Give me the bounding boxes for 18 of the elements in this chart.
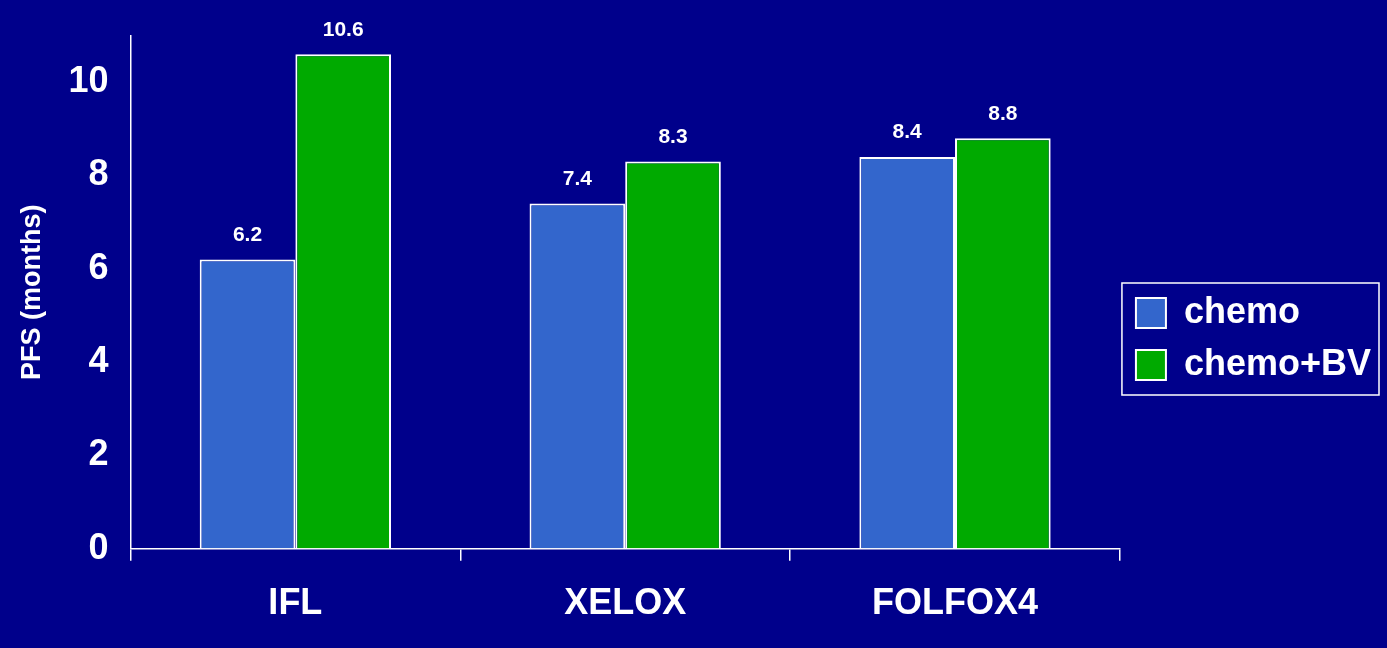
legend-label: chemo [1183, 289, 1300, 331]
y-tick-label: 0 [88, 525, 109, 567]
x-tick-label: FOLFOX4 [872, 581, 1039, 623]
y-tick-label: 10 [68, 59, 109, 101]
x-tick-label: XELOX [564, 581, 687, 623]
data-label: 10.6 [322, 16, 364, 40]
y-tick-label: 6 [88, 245, 109, 287]
y-tick-label: 8 [88, 152, 109, 194]
data-label: 6.2 [232, 221, 263, 245]
y-tick-label: 2 [88, 432, 109, 474]
y-tick-label: 4 [88, 339, 109, 381]
x-tick-label: IFL [268, 581, 323, 623]
data-label: 8.8 [988, 100, 1018, 124]
legend-label: chemo+BV [1183, 341, 1372, 383]
data-label: 7.4 [562, 165, 593, 189]
y-axis-title: PFS (months) [15, 204, 46, 380]
data-label: 8.4 [892, 119, 923, 143]
data-label: 8.3 [658, 123, 688, 147]
